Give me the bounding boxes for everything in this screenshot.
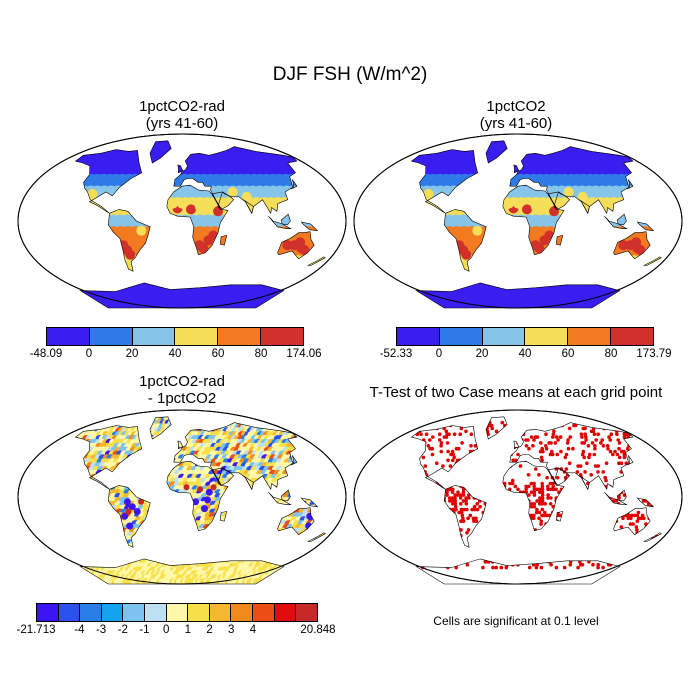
field-cell [88, 416, 97, 424]
field-cell [461, 249, 472, 260]
coastline-africa [166, 184, 229, 256]
coastline-japan [626, 179, 634, 190]
coastline-japan [290, 179, 298, 190]
field-cell [168, 198, 179, 209]
field-cell [256, 416, 265, 420]
field-cell [125, 249, 136, 260]
field-cell [585, 301, 599, 308]
field-cell [618, 240, 629, 251]
field-cell [522, 204, 532, 215]
field-cell [99, 416, 108, 420]
coastline-australia [613, 231, 651, 260]
field-cell [258, 416, 267, 420]
panel-2-title: 1pctCO2 (yrs 41-60) [356, 98, 676, 132]
coastline-southAmerica [107, 209, 151, 272]
panel-1-title-line2: (yrs 41-60) [145, 115, 219, 132]
field-cell [472, 225, 483, 236]
field-cell [198, 243, 209, 254]
field-cell [530, 201, 541, 212]
field-cell [267, 416, 276, 424]
coastline-arabia [547, 191, 571, 210]
field-cell [504, 198, 515, 209]
field-cell [241, 191, 252, 202]
coastline-antarctica [79, 282, 285, 309]
field-cell [635, 245, 646, 255]
coastline-antarctica [415, 282, 621, 309]
map-panel-1pctco2 [353, 133, 683, 309]
coastline-madagascar [555, 235, 564, 246]
coastline-arabia [211, 191, 235, 210]
map-panel-difference [17, 409, 347, 585]
coastline-greenland [485, 140, 508, 164]
map-frame [17, 133, 347, 309]
coastline-newGuinea [300, 221, 319, 232]
coastline-indonesia [604, 215, 628, 229]
field-cell [261, 416, 270, 420]
coastline-northAmerica [410, 149, 479, 214]
field-cell [203, 235, 214, 246]
panel-3-title-line1: 1pctCO2-rad [139, 373, 225, 390]
coastline-india [242, 199, 254, 215]
field-cell [101, 416, 110, 420]
coastline-eurasia [173, 146, 298, 215]
field-cell [249, 301, 263, 308]
panel-1-title-line1: 1pctCO2-rad [139, 98, 225, 115]
panel-2-title-line1: 1pctCO2 [486, 98, 546, 115]
field-cell [97, 416, 106, 420]
coastline-borneo [280, 213, 291, 226]
coastline-eurasia [509, 146, 634, 215]
coastline-borneo [616, 213, 627, 226]
coastline-uk [513, 164, 520, 174]
map-frame [353, 133, 683, 309]
field-cell [177, 198, 187, 209]
field-cell [539, 235, 550, 246]
field-cell [213, 206, 224, 217]
coastline-australia [277, 231, 315, 260]
figure-title: DJF FSH (W/m^2) [272, 64, 428, 85]
panel-2-title-line2: (yrs 41-60) [479, 115, 553, 132]
map-frame [353, 133, 683, 309]
coastline-newZealand [643, 256, 662, 266]
field-cell [136, 225, 147, 236]
field-cell [563, 187, 574, 197]
coastline-newZealand [307, 256, 326, 266]
map-panel-1pctco2-rad [17, 133, 347, 309]
field-cell [513, 198, 523, 209]
field-cell [87, 188, 98, 199]
panel-4-title-line1: T-Test of two Case means at each grid po… [369, 384, 663, 401]
field-cell [549, 206, 560, 217]
coastline-northAmerica [74, 149, 143, 214]
field-cell [299, 245, 310, 255]
coastline-africa [502, 184, 565, 256]
coastline-indonesia [268, 215, 292, 229]
field-cell [577, 191, 588, 202]
field-cell [534, 243, 545, 254]
field-cell [254, 416, 263, 420]
coastline-madagascar [219, 235, 228, 246]
panel-3-title-line2: - 1pctCO2 [147, 390, 217, 407]
map-frame [17, 409, 347, 585]
field-cell [423, 188, 434, 199]
map-frame [17, 133, 347, 309]
coastline-southAmerica [443, 209, 487, 272]
coastline-uk [177, 164, 184, 174]
field-cell [186, 204, 196, 215]
panel-3-title: 1pctCO2-rad - 1pctCO2 [22, 373, 342, 407]
field-cell [227, 187, 238, 197]
panel-4-title: T-Test of two Case means at each grid po… [356, 384, 676, 401]
coastline-greenland [149, 140, 172, 164]
panel-1-title: 1pctCO2-rad (yrs 41-60) [22, 98, 342, 132]
coastline-india [578, 199, 590, 215]
field-cell [282, 240, 293, 251]
field-cell [194, 201, 205, 212]
coastline-newGuinea [636, 221, 655, 232]
field-cell [94, 416, 103, 420]
